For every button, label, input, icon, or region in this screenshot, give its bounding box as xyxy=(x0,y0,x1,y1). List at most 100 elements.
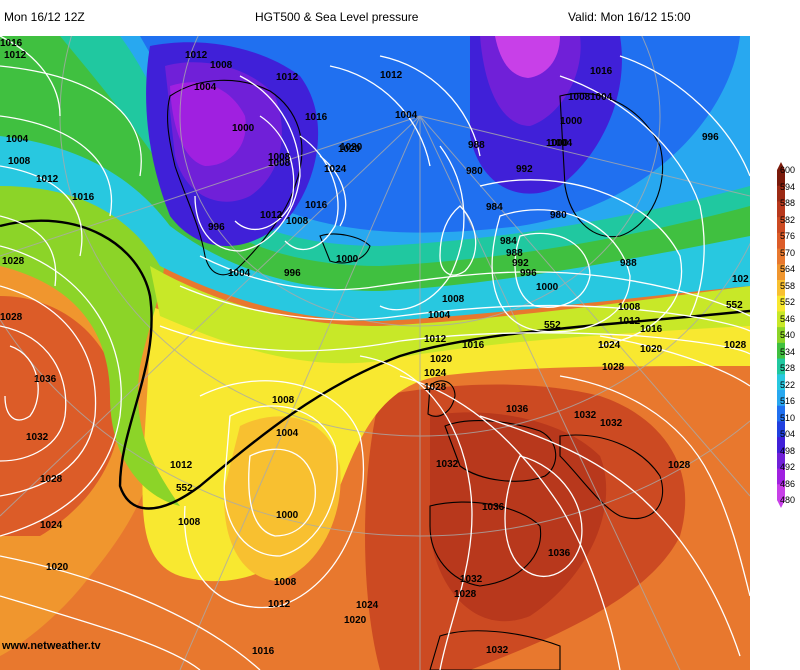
isobar-label: 1032 xyxy=(486,645,509,656)
isobar-label: 996 xyxy=(208,222,225,233)
isobar-label: 992 xyxy=(516,164,533,175)
site-credit[interactable]: www.netweather.tv xyxy=(2,640,101,652)
isobar-label: 1028 xyxy=(0,312,23,323)
colorbar-cell xyxy=(777,201,785,218)
isobar-label: 996 xyxy=(520,268,537,279)
isobar-label: 996 xyxy=(284,268,301,279)
colorbar-tick-label: 510 xyxy=(780,412,796,423)
colorbar-bottom-arrow xyxy=(777,500,785,508)
colorbar-tick-label: 522 xyxy=(780,379,796,390)
colorbar-cell xyxy=(777,484,785,501)
isobar-label: 1012 xyxy=(268,599,291,610)
isobar-label: 996 xyxy=(702,132,719,143)
valid-time-label: Valid: Mon 16/12 15:00 xyxy=(568,10,691,24)
isobar-label: 1032 xyxy=(26,432,49,443)
colorbar-tick-label: 480 xyxy=(780,495,796,505)
isobar-label: 1028 xyxy=(424,382,447,393)
north-africa-coast xyxy=(429,630,561,670)
isobar-label: 1012 xyxy=(36,174,59,185)
isobar-label: 1024 xyxy=(40,520,63,531)
chart-title: HGT500 & Sea Level pressure xyxy=(255,10,419,24)
isobar-label: 1028 xyxy=(2,256,25,267)
france-coast xyxy=(444,420,557,482)
isobar-label: 1032 xyxy=(460,574,483,585)
colorbar-cell xyxy=(777,170,785,187)
isobar-label: 1008 xyxy=(210,60,233,71)
isobar-label: 1004 xyxy=(194,82,217,93)
colorbar-cell xyxy=(777,421,785,438)
uk-coast xyxy=(427,380,456,417)
isobar-label: 1008 xyxy=(568,92,591,103)
colorbar-cell xyxy=(777,468,785,485)
isobar-label: 1008 xyxy=(286,216,309,227)
isobar-label: 1008 xyxy=(274,577,297,588)
trough-yellow-core xyxy=(224,416,341,581)
isobar-label: 1028 xyxy=(668,460,691,471)
colorbar-cell xyxy=(777,232,785,250)
colorbar-tick-label: 552 xyxy=(780,297,796,307)
colorbar-tick-label: 540 xyxy=(780,330,796,340)
contour-552-label: 552 xyxy=(176,483,193,494)
colorbar-tick-label: 516 xyxy=(780,396,796,406)
isobar-label: 1032 xyxy=(436,459,459,470)
northern-low-core xyxy=(495,36,560,78)
isobar-label: 1020 xyxy=(430,354,453,365)
isobar-label: 1036 xyxy=(506,404,529,415)
isobar-label: 1012 xyxy=(276,72,299,83)
isobar-label: 1008 xyxy=(442,294,465,305)
isobar-label: 1020 xyxy=(340,142,363,153)
colorbar-cell xyxy=(777,264,785,281)
isobar-label: 1032 xyxy=(574,410,597,421)
isobar-label: 984 xyxy=(500,236,517,247)
iceland-coast xyxy=(319,233,371,264)
colorbar xyxy=(777,162,785,508)
isobar-label: 1008 xyxy=(268,152,291,163)
colorbar-tick-label: 576 xyxy=(780,231,796,241)
isobar-label: 1028 xyxy=(602,362,625,373)
isobar-label: 1028 xyxy=(724,340,747,351)
colorbar-cell xyxy=(777,217,785,234)
colorbar-tick-label: 600 xyxy=(780,165,796,175)
isobar-label: 1024 xyxy=(598,340,621,351)
coastlines xyxy=(166,79,664,670)
isobar-label: 1004 xyxy=(228,268,251,279)
isobar-label: 1004 xyxy=(6,134,29,145)
isobar-label: 984 xyxy=(486,202,503,213)
isobar-label: 1028 xyxy=(454,589,477,600)
isobar-label: 1000 xyxy=(336,254,359,265)
colorbar-tick-label: 486 xyxy=(780,478,796,489)
colorbar-cell xyxy=(777,452,785,470)
colorbar-tick-label: 582 xyxy=(780,214,796,225)
pressure-map: 1016 1012 1008 1012 1004 1000 1012 1012 … xyxy=(0,36,750,670)
isobar-label: 988 xyxy=(620,258,637,269)
colorbar-cell xyxy=(777,390,785,407)
isobar-label: 1000 xyxy=(232,123,255,134)
colorbar-tick-label: 492 xyxy=(780,462,796,472)
isobar-label: 1000 xyxy=(546,138,569,149)
isobar-label: 1020 xyxy=(640,344,663,355)
colorbar-cell xyxy=(777,185,785,202)
colorbar-tick-label: 504 xyxy=(780,429,796,439)
isobar-label: 980 xyxy=(550,210,567,221)
scandinavia-coast xyxy=(559,92,664,238)
colorbar-tick-label: 558 xyxy=(780,280,796,291)
colorbar-cell xyxy=(777,280,785,297)
isobar-label: 1012 xyxy=(380,70,403,81)
isobar-label: 1012 xyxy=(185,50,208,61)
colorbar-cell xyxy=(777,437,785,454)
isobar-label: 1008 xyxy=(272,395,295,406)
contour-552 xyxy=(0,219,750,510)
isobar-label: 980 xyxy=(466,166,483,177)
isobar-label: 1016 xyxy=(590,66,613,77)
isobar-label: 1012 xyxy=(4,50,27,61)
colorbar-cell xyxy=(777,405,785,422)
isobar-label: 1004 xyxy=(550,138,573,149)
colorbar-tick-label: 594 xyxy=(780,181,796,192)
greenland-coast xyxy=(166,79,303,276)
isobar-label: 1004 xyxy=(428,310,451,321)
isobar-label: 102 xyxy=(732,274,749,285)
isobar-label: 988 xyxy=(506,248,523,259)
colorbar-cell xyxy=(777,311,785,328)
isobar-label: 1012 xyxy=(424,334,447,345)
colorbar-tick-label: 564 xyxy=(780,264,796,274)
